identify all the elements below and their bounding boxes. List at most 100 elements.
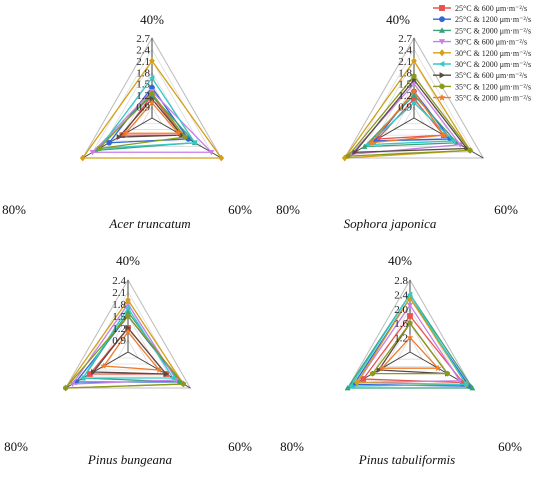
data-point [208,149,215,156]
grid-ring [384,322,436,367]
data-point [180,381,186,387]
data-point [467,147,473,154]
legend: 25°C & 600 μm·m⁻²/s 25°C & 1200 μm·m⁻²/s 2… [433,4,531,103]
data-point [218,154,225,162]
legend-entry: 25°C & 2000 μm·m⁻²/s [433,26,531,35]
tick-label: 2.4 [394,289,408,301]
data-point [121,129,130,137]
data-point [411,73,417,79]
data-point [148,74,155,82]
species-title: Acer truncatum [108,216,190,231]
data-point [378,364,386,372]
grid-ring [116,339,140,359]
tick-label: 2.8 [394,275,408,287]
data-point [407,320,413,327]
tick-label: 1.8 [398,67,412,79]
species-title: Sophora japonica [344,216,437,231]
data-point [116,134,123,141]
tick-label: 1.2 [398,90,412,102]
legend-marker [438,49,446,57]
series-line [353,78,469,153]
legend-marker [438,39,446,45]
axis-label-right: 60% [494,202,518,217]
radar-panel: 0.91.21.51.82.12.42.7 40% 60% 80% Sophora ja… [276,12,518,231]
legend-label: 30°C & 1200 μm·m⁻²/s [455,49,531,58]
data-point [100,362,108,370]
grid-ring [396,336,424,360]
data-point [344,384,351,391]
data-point [163,370,170,378]
legend-entry: 30°C & 2000 μm·m⁻²/s [433,60,531,69]
tick-label: 2.0 [394,304,408,316]
axis-label-right: 60% [228,439,252,454]
legend-entry: 35°C & 2000 μm·m⁻²/s [433,94,531,103]
legend-marker [438,93,446,101]
legend-label: 35°C & 600 μm·m⁻²/s [455,71,527,80]
grid-ring [141,105,163,125]
series-line [343,59,472,159]
axis-label-right: 60% [228,202,252,217]
series-line [355,296,468,386]
series-line [380,336,440,369]
tick-label: 1.5 [136,79,150,91]
series-line [355,304,462,384]
data-point [406,291,413,298]
data-point [360,376,367,382]
series-line [349,293,468,387]
series-line [346,75,472,157]
legend-label: 30°C & 2000 μm·m⁻²/s [455,60,531,69]
data-point [457,142,464,148]
data-point [79,154,86,162]
data-point [149,57,155,65]
grid-ring [403,105,425,125]
legend-marker [439,72,446,79]
tick-label: 0.9 [112,335,126,347]
tick-label: 0.9 [398,102,412,114]
tick-label: 2.7 [398,33,412,45]
axis-label-top: 40% [116,253,140,268]
data-point [149,90,155,97]
radar-panels: 0.91.21.51.82.12.42.740%60%80%Acer trunc… [2,12,522,467]
axis-label-left: 80% [276,202,300,217]
legend-marker [439,83,445,90]
tick-label: 1.8 [136,67,150,79]
legend-entry: 35°C & 600 μm·m⁻²/s [433,71,527,80]
data-point [347,383,354,390]
data-point [456,378,463,384]
tick-label: 1.2 [112,323,126,335]
series-line [97,76,197,150]
data-point [440,131,448,139]
series-line [371,322,449,375]
data-point [182,134,188,140]
legend-entry: 25°C & 600 μm·m⁻²/s [433,4,527,13]
series-line [97,92,187,150]
data-point [91,368,97,376]
axis-label-top: 40% [386,12,410,27]
legend-entry: 35°C & 1200 μm·m⁻²/s [433,82,531,91]
data-point [410,99,417,106]
tick-label: 2.1 [112,287,126,299]
data-point [174,129,183,137]
series-line [102,330,161,371]
data-point [345,153,351,159]
data-point [191,139,198,146]
data-point [155,366,163,374]
series-line [346,293,474,389]
tick-label: 1.2 [394,333,408,345]
legend-label: 30°C & 600 μm·m⁻²/s [455,38,527,47]
tick-label: 1.5 [398,79,412,91]
data-point [469,384,476,391]
data-point [463,381,469,388]
data-point [406,333,414,341]
species-title: Pinus bungeana [87,452,173,467]
data-point [370,370,376,377]
series-line [361,314,465,384]
tick-label: 0.9 [136,102,150,114]
radar-panel: 0.91.21.51.82.12.42.7 40% 60% 80% Acer trunc… [2,12,252,231]
tick-label: 1.6 [394,318,408,330]
legend-label: 25°C & 1200 μm·m⁻²/s [455,15,531,24]
data-point [411,57,417,65]
data-point [79,374,86,382]
series-line [117,97,184,138]
